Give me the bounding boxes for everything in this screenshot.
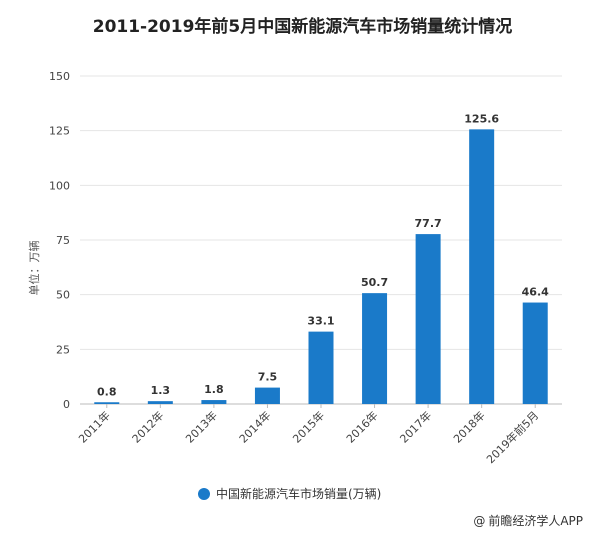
data-label: 125.6 (464, 112, 499, 125)
data-labels: 0.8 1.3 1.8 7.5 33.1 50.7 77.7 125.6 46.4 (97, 112, 549, 398)
x-tick-label: 2015年 (290, 408, 327, 445)
x-tick-label: 2017年 (397, 408, 434, 445)
data-label: 7.5 (258, 371, 278, 384)
bars (94, 129, 548, 404)
y-axis-label: 单位：万辆 (27, 241, 41, 296)
data-label: 50.7 (361, 276, 388, 289)
x-tick-label: 2018年 (450, 408, 487, 445)
legend: 中国新能源汽车市场销量(万辆) (198, 486, 381, 501)
bar (147, 401, 173, 404)
bar (415, 234, 441, 404)
copyright-symbol: @ (473, 514, 486, 528)
data-label: 1.8 (204, 383, 224, 396)
x-axis-ticks: 2011年 2012年 2013年 2014年 2015年 2016年 2017年 2018年… (75, 404, 541, 466)
y-tick-label: 125 (49, 125, 70, 138)
data-label: 33.1 (307, 315, 334, 328)
bar (254, 387, 280, 404)
y-tick-label: 25 (56, 343, 70, 356)
y-tick-label: 0 (63, 398, 70, 411)
chart-title: 2011-2019年前5月中国新能源汽车市场销量统计情况 (92, 17, 513, 37)
bar (308, 331, 334, 404)
x-tick-label: 2014年 (236, 408, 273, 445)
data-label: 46.4 (522, 286, 549, 299)
x-tick-label: 2016年 (343, 408, 380, 445)
x-tick-label: 2013年 (183, 408, 220, 445)
data-label: 1.3 (151, 384, 171, 397)
x-tick-label: 2011年 (75, 408, 112, 445)
y-axis-ticks: 0 25 50 75 100 125 150 (49, 70, 70, 411)
y-tick-label: 50 (56, 289, 70, 302)
legend-label: 中国新能源汽车市场销量(万辆) (216, 486, 381, 501)
y-tick-label: 75 (56, 234, 70, 247)
bar (201, 400, 227, 404)
bar (362, 293, 388, 404)
data-label: 0.8 (97, 385, 117, 398)
bar (469, 129, 495, 404)
source-note: @ 前瞻经济学人APP (473, 512, 583, 529)
y-tick-label: 150 (49, 70, 70, 83)
y-tick-label: 100 (49, 179, 70, 192)
x-tick-label: 2012年 (129, 408, 166, 445)
data-label: 77.7 (415, 217, 442, 230)
bar (522, 302, 548, 404)
x-tick-label: 2019年前5月 (483, 408, 541, 466)
legend-marker (198, 488, 210, 500)
bar (94, 402, 120, 404)
source-text: 前瞻经济学人APP (488, 514, 583, 528)
